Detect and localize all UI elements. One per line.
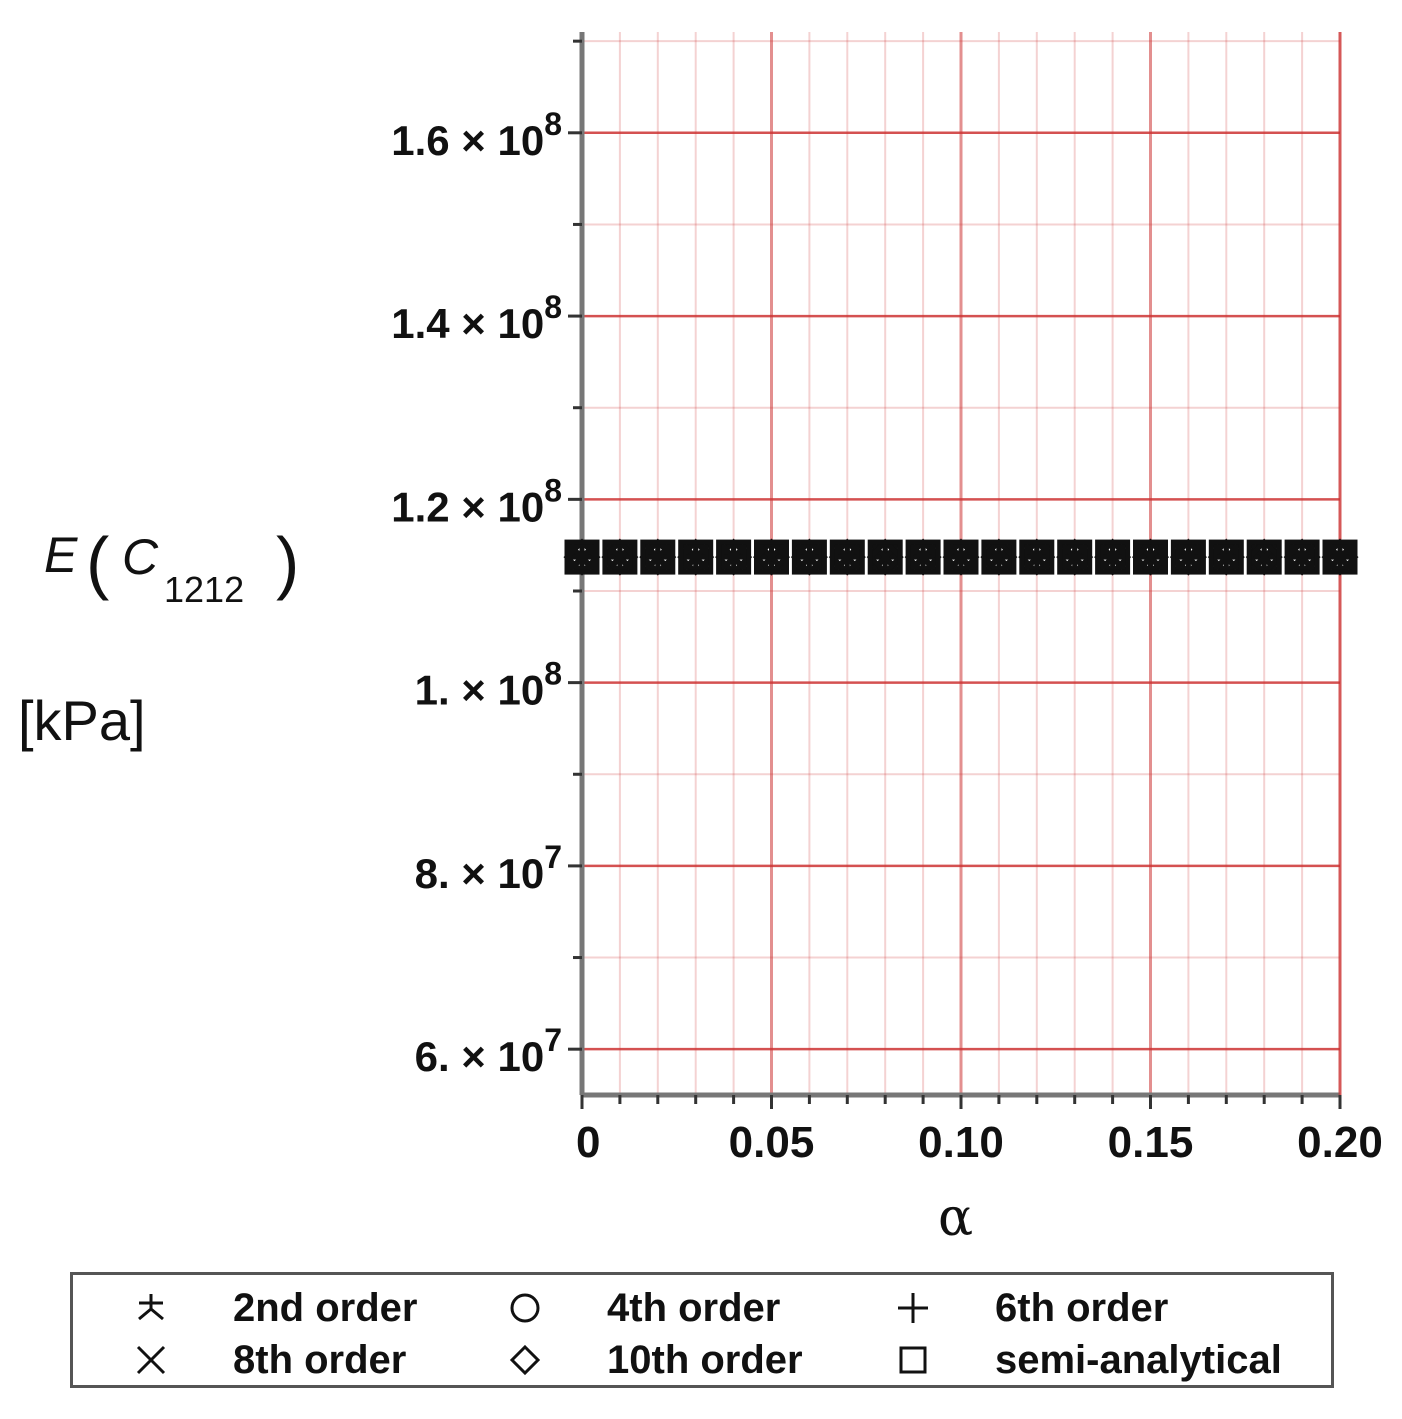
legend-label: 10th order	[607, 1337, 803, 1382]
legend-item-10th-order: 10th order	[505, 1335, 803, 1385]
cross-icon	[131, 1340, 171, 1380]
data-point	[867, 539, 903, 575]
x-tick-label: 0	[576, 1118, 600, 1167]
data-point	[1057, 539, 1093, 575]
data-point	[1208, 539, 1244, 575]
legend-label: 8th order	[233, 1337, 407, 1382]
data-point	[906, 540, 940, 574]
data-point	[1020, 540, 1054, 574]
chart: 0 0.05 0.10 0.15 0.20 6. × 107 8. × 107 1. × 10…	[44, 32, 1383, 1167]
data-point	[1285, 540, 1319, 574]
legend-item-4th-order: 4th order	[505, 1283, 780, 1333]
y-tick-label: 8. × 107	[415, 839, 562, 897]
y-axis-label-subscript: 1212	[164, 569, 244, 610]
data-point	[641, 540, 675, 574]
plus-icon	[893, 1288, 933, 1328]
data-point	[1095, 540, 1130, 574]
data-point	[603, 540, 637, 574]
series-semi-analytical	[564, 539, 1358, 575]
y-axis-label-symbol: C	[122, 529, 159, 585]
diamond-icon	[505, 1340, 545, 1380]
series-8th-order	[565, 540, 1357, 574]
legend-label: semi-analytical	[995, 1337, 1282, 1382]
y-axis-label-main: E	[44, 527, 78, 583]
circle-icon	[505, 1288, 545, 1328]
y-axis-label-close-paren: )	[276, 523, 299, 601]
square-icon	[893, 1340, 933, 1380]
x-tick-label: 0.15	[1108, 1118, 1194, 1167]
data-point	[868, 540, 902, 574]
data-point	[678, 539, 714, 575]
y-axis-unit: [kPa]	[18, 689, 146, 752]
y-tick-label: 1.6 × 108	[391, 106, 562, 164]
x-tick-label: 0.05	[729, 1118, 815, 1167]
data-point	[1171, 540, 1206, 574]
data-point	[792, 540, 827, 574]
y-tick-label: 6. × 107	[415, 1022, 562, 1080]
data-point	[716, 540, 751, 574]
data-point	[1323, 540, 1357, 574]
data-point	[640, 539, 676, 575]
data-point	[943, 539, 979, 575]
data-point	[1057, 540, 1092, 574]
legend-label: 2nd order	[233, 1285, 418, 1330]
legend-label: 4th order	[607, 1285, 781, 1330]
legend-item-semi-analytical: semi-analytical	[893, 1335, 1282, 1385]
data-point	[829, 539, 865, 575]
x-tick-label: 0.10	[918, 1118, 1004, 1167]
data-point	[754, 539, 789, 575]
y-tick-label: 1.4 × 108	[391, 289, 562, 347]
data-point	[1322, 539, 1358, 575]
data-point	[1019, 539, 1055, 575]
data-point	[565, 540, 599, 574]
y-axis-label-open-paren: (	[86, 523, 109, 601]
data-point	[1209, 540, 1244, 574]
x-tick-label: 0.20	[1297, 1118, 1383, 1167]
data-point	[564, 539, 600, 575]
data-point	[830, 540, 865, 574]
data-point	[1133, 540, 1168, 574]
legend: 2nd order 4th order 6th order 8th order …	[70, 1272, 1334, 1388]
data-point	[754, 540, 789, 574]
data-point	[678, 540, 713, 574]
y-tick-label: 1. × 108	[415, 656, 562, 714]
data-point	[602, 539, 638, 575]
asterisk-icon	[131, 1288, 171, 1328]
y-axis-label: E ( C 1212 )	[44, 523, 299, 610]
data-point	[791, 539, 827, 575]
data-point	[981, 539, 1017, 575]
legend-item-2nd-order: 2nd order	[131, 1283, 417, 1333]
data-point	[1284, 539, 1320, 575]
data-point	[1247, 540, 1281, 574]
data-point	[944, 540, 978, 574]
x-axis-label: α	[938, 1188, 974, 1248]
data-points	[563, 538, 1359, 576]
data-point	[1246, 539, 1282, 575]
ticks: 0 0.05 0.10 0.15 0.20 6. × 107 8. × 107 1. × 10…	[391, 39, 1383, 1167]
legend-item-8th-order: 8th order	[131, 1335, 406, 1385]
data-point	[1095, 539, 1131, 575]
data-point	[982, 540, 1016, 574]
data-point	[1170, 539, 1206, 575]
y-tick-label: 1.2 × 108	[391, 472, 562, 530]
data-point	[716, 539, 752, 575]
legend-item-6th-order: 6th order	[893, 1283, 1168, 1333]
legend-label: 6th order	[995, 1285, 1169, 1330]
data-point	[1133, 539, 1168, 575]
data-point	[905, 539, 941, 575]
